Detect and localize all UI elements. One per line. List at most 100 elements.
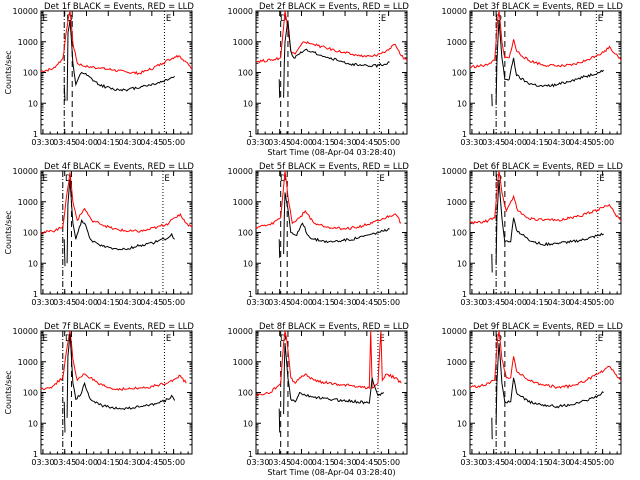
panel-title: Det 9f BLACK = Events, RED = LLD xyxy=(473,322,623,332)
y-tick-label: 10000 xyxy=(442,167,467,176)
x-tick-label: 04:15 xyxy=(97,298,120,307)
x-tick-label: 04:30 xyxy=(548,138,571,147)
x-tick-label: 03:45 xyxy=(482,138,505,147)
x-tick-label: 04:15 xyxy=(97,138,120,147)
x-tick-label: 04:30 xyxy=(119,138,142,147)
y-tick-label: 10000 xyxy=(442,327,467,336)
y-axis-label: Counts/sec xyxy=(4,50,13,94)
panel-title: Det 8f BLACK = Events, RED = LLD xyxy=(259,322,409,332)
y-tick-label: 100 xyxy=(23,229,38,238)
x-tick-label: 04:15 xyxy=(526,298,549,307)
y-tick-label: 1000 xyxy=(233,198,253,207)
event-marker-label: D xyxy=(280,174,287,184)
y-tick-label: 1000 xyxy=(447,358,467,367)
events-series-line xyxy=(495,343,604,424)
x-tick-label: 03:45 xyxy=(53,458,76,467)
event-marker-label: E xyxy=(379,334,384,344)
y-tick-label: 100 xyxy=(23,389,38,398)
x-tick-label: 04:45 xyxy=(140,458,163,467)
event-marker-label: E xyxy=(42,174,47,184)
x-tick-label: 03:30 xyxy=(246,138,269,147)
plot-frame xyxy=(469,170,622,295)
lld-series-line xyxy=(40,330,187,392)
x-tick-label: 04:30 xyxy=(548,298,571,307)
events-series-line xyxy=(283,20,390,98)
y-tick-label: 10 xyxy=(243,259,253,268)
events-series-line xyxy=(495,20,604,104)
x-tick-label: 04:45 xyxy=(569,138,592,147)
events-series-line xyxy=(278,79,281,98)
x-tick-label: 03:30 xyxy=(246,298,269,307)
detector-panel-1: Det 1f BLACK = Events, RED = LLD Counts/s… xyxy=(4,2,194,147)
panel-title: Det 7f BLACK = Events, RED = LLD xyxy=(44,322,194,332)
y-tick-label: 1 xyxy=(462,130,467,139)
x-tick-label: 04:45 xyxy=(140,138,163,147)
x-tick-label: 04:45 xyxy=(355,298,378,307)
x-tick-label: 04:30 xyxy=(334,458,357,467)
y-tick-label: 10000 xyxy=(442,7,467,16)
x-tick-label: 04:00 xyxy=(290,458,313,467)
x-tick-label: 04:00 xyxy=(75,138,98,147)
event-marker-label: E xyxy=(598,14,603,24)
x-tick-label: 04:00 xyxy=(504,138,527,147)
y-tick-label: 10 xyxy=(457,259,467,268)
x-axis-label: Start Time (08-Apr-04 03:28:40) xyxy=(267,148,395,157)
y-tick-label: 1 xyxy=(248,290,253,299)
events-series-line xyxy=(63,239,66,267)
panel-title: Det 2f BLACK = Events, RED = LLD xyxy=(259,2,409,12)
detector-panel-8: Det 8f BLACK = Events, RED = LLD Start Ti… xyxy=(228,322,410,477)
y-tick-label: 1 xyxy=(33,450,38,459)
detector-panel-3: Det 3f BLACK = Events, RED = LLD 1 10 100 10… xyxy=(442,2,624,147)
y-tick-label: 1000 xyxy=(18,38,38,47)
y-axis-label: Counts/sec xyxy=(4,370,13,414)
x-tick-label: 05:00 xyxy=(377,298,400,307)
x-tick-label: 04:45 xyxy=(355,138,378,147)
event-marker-label: E xyxy=(166,14,171,24)
x-tick-label: 04:30 xyxy=(119,298,142,307)
detector-panel-2: Det 2f BLACK = Events, RED = LLD Start Ti… xyxy=(228,2,410,157)
x-tick-label: 05:00 xyxy=(591,298,614,307)
events-series-line xyxy=(495,180,604,264)
event-marker-label: E xyxy=(598,334,603,344)
y-tick-label: 1 xyxy=(248,450,253,459)
event-marker-label: E xyxy=(166,334,171,344)
y-tick-label: 10 xyxy=(243,419,253,428)
x-tick-label: 04:00 xyxy=(290,138,313,147)
plot-frame xyxy=(469,330,622,455)
x-tick-label: 04:30 xyxy=(334,298,357,307)
event-marker-label: D xyxy=(280,334,287,344)
y-tick-label: 1 xyxy=(33,290,38,299)
event-marker-label: D xyxy=(495,334,502,344)
y-tick-label: 100 xyxy=(23,69,38,78)
x-tick-label: 04:15 xyxy=(312,138,335,147)
y-tick-label: 1000 xyxy=(18,198,38,207)
y-tick-label: 100 xyxy=(238,389,253,398)
y-tick-label: 1 xyxy=(248,130,253,139)
events-series-line xyxy=(66,333,176,418)
x-tick-label: 03:45 xyxy=(268,298,291,307)
plot-frame xyxy=(40,10,193,135)
x-tick-label: 04:15 xyxy=(97,458,120,467)
x-tick-label: 04:00 xyxy=(504,298,527,307)
panel-title: Det 4f BLACK = Events, RED = LLD xyxy=(44,162,194,172)
x-tick-label: 03:30 xyxy=(31,458,54,467)
event-marker-label: E xyxy=(164,174,169,184)
x-tick-label: 03:45 xyxy=(482,458,505,467)
plot-frame xyxy=(255,10,408,135)
x-tick-label: 05:00 xyxy=(162,458,185,467)
x-tick-label: 03:45 xyxy=(482,298,505,307)
y-tick-label: 1 xyxy=(462,290,467,299)
plot-frame xyxy=(40,330,193,455)
lld-series-line xyxy=(255,10,408,64)
event-marker-label: D xyxy=(66,14,73,24)
y-tick-label: 100 xyxy=(452,229,467,238)
event-marker-label: D xyxy=(65,174,72,184)
lld-series-line xyxy=(469,10,622,69)
panel-title: Det 1f BLACK = Events, RED = LLD xyxy=(44,2,194,12)
events-series-line xyxy=(63,401,66,433)
x-tick-label: 05:00 xyxy=(162,298,185,307)
y-tick-label: 100 xyxy=(238,69,253,78)
x-tick-label: 03:45 xyxy=(268,138,291,147)
x-tick-label: 05:00 xyxy=(377,138,400,147)
